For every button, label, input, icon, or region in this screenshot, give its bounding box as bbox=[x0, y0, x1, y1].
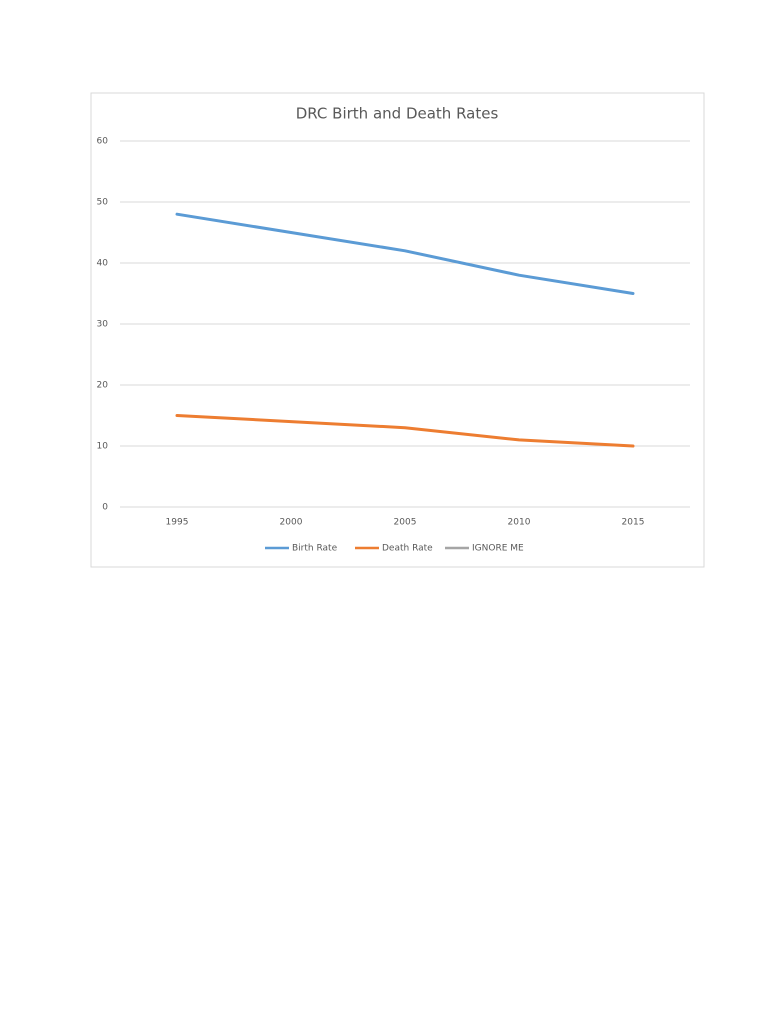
x-tick-label: 1995 bbox=[166, 518, 189, 528]
chart-title: DRC Birth and Death Rates bbox=[296, 105, 499, 123]
x-tick-label: 2010 bbox=[508, 518, 531, 528]
legend-label: Death Rate bbox=[382, 544, 433, 554]
legend-label: Birth Rate bbox=[292, 544, 338, 554]
y-tick-label: 40 bbox=[97, 259, 109, 269]
y-tick-label: 10 bbox=[97, 442, 109, 452]
y-tick-label: 60 bbox=[97, 137, 109, 147]
x-tick-label: 2015 bbox=[622, 518, 645, 528]
y-tick-label: 20 bbox=[97, 381, 109, 391]
y-tick-label: 30 bbox=[97, 320, 109, 330]
y-tick-label: 50 bbox=[97, 198, 109, 208]
x-tick-label: 2005 bbox=[394, 518, 417, 528]
x-tick-label: 2000 bbox=[280, 518, 303, 528]
series-line bbox=[175, 414, 635, 448]
chart-frame bbox=[90, 92, 705, 568]
legend-label: IGNORE ME bbox=[472, 544, 524, 554]
series-line bbox=[175, 212, 635, 295]
y-tick-label: 0 bbox=[102, 503, 108, 513]
